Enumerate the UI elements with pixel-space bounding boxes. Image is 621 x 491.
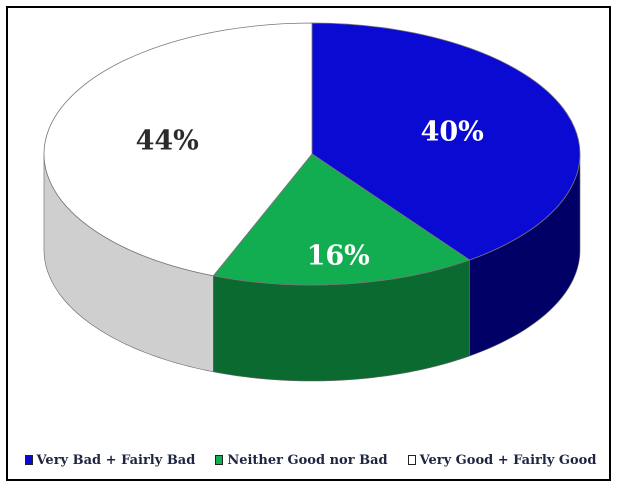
- legend-label-neither: Neither Good nor Bad: [227, 452, 388, 468]
- data-label-very-good-fairly-good: 44%: [136, 126, 199, 157]
- data-label-very-bad-fairly-bad: 40%: [421, 117, 484, 148]
- pie-slice-neither-good-nor-bad: [212, 153, 471, 286]
- legend-label-very-bad: Very Bad + Fairly Bad: [36, 452, 196, 468]
- pie-labels: 40% 16% 44%: [136, 117, 484, 272]
- legend-swatch-neither: [215, 455, 224, 465]
- legend-item-very-bad: Very Bad + Fairly Bad: [24, 452, 196, 468]
- pie-sides: [43, 153, 581, 382]
- legend: Very Bad + Fairly Bad Neither Good nor B…: [0, 448, 621, 472]
- pie-tops: [43, 22, 581, 286]
- legend-item-very-good: Very Good + Fairly Good: [407, 452, 597, 468]
- pie-slice-very-bad-fairly-bad: [311, 22, 581, 261]
- pie-slice-very-good-fairly-good: [43, 22, 313, 277]
- legend-label-very-good: Very Good + Fairly Good: [419, 452, 597, 468]
- legend-swatch-very-bad: [24, 455, 33, 465]
- legend-item-neither: Neither Good nor Bad: [215, 452, 388, 468]
- legend-swatch-very-good: [407, 455, 416, 465]
- data-label-neither-good-nor-bad: 16%: [307, 240, 370, 271]
